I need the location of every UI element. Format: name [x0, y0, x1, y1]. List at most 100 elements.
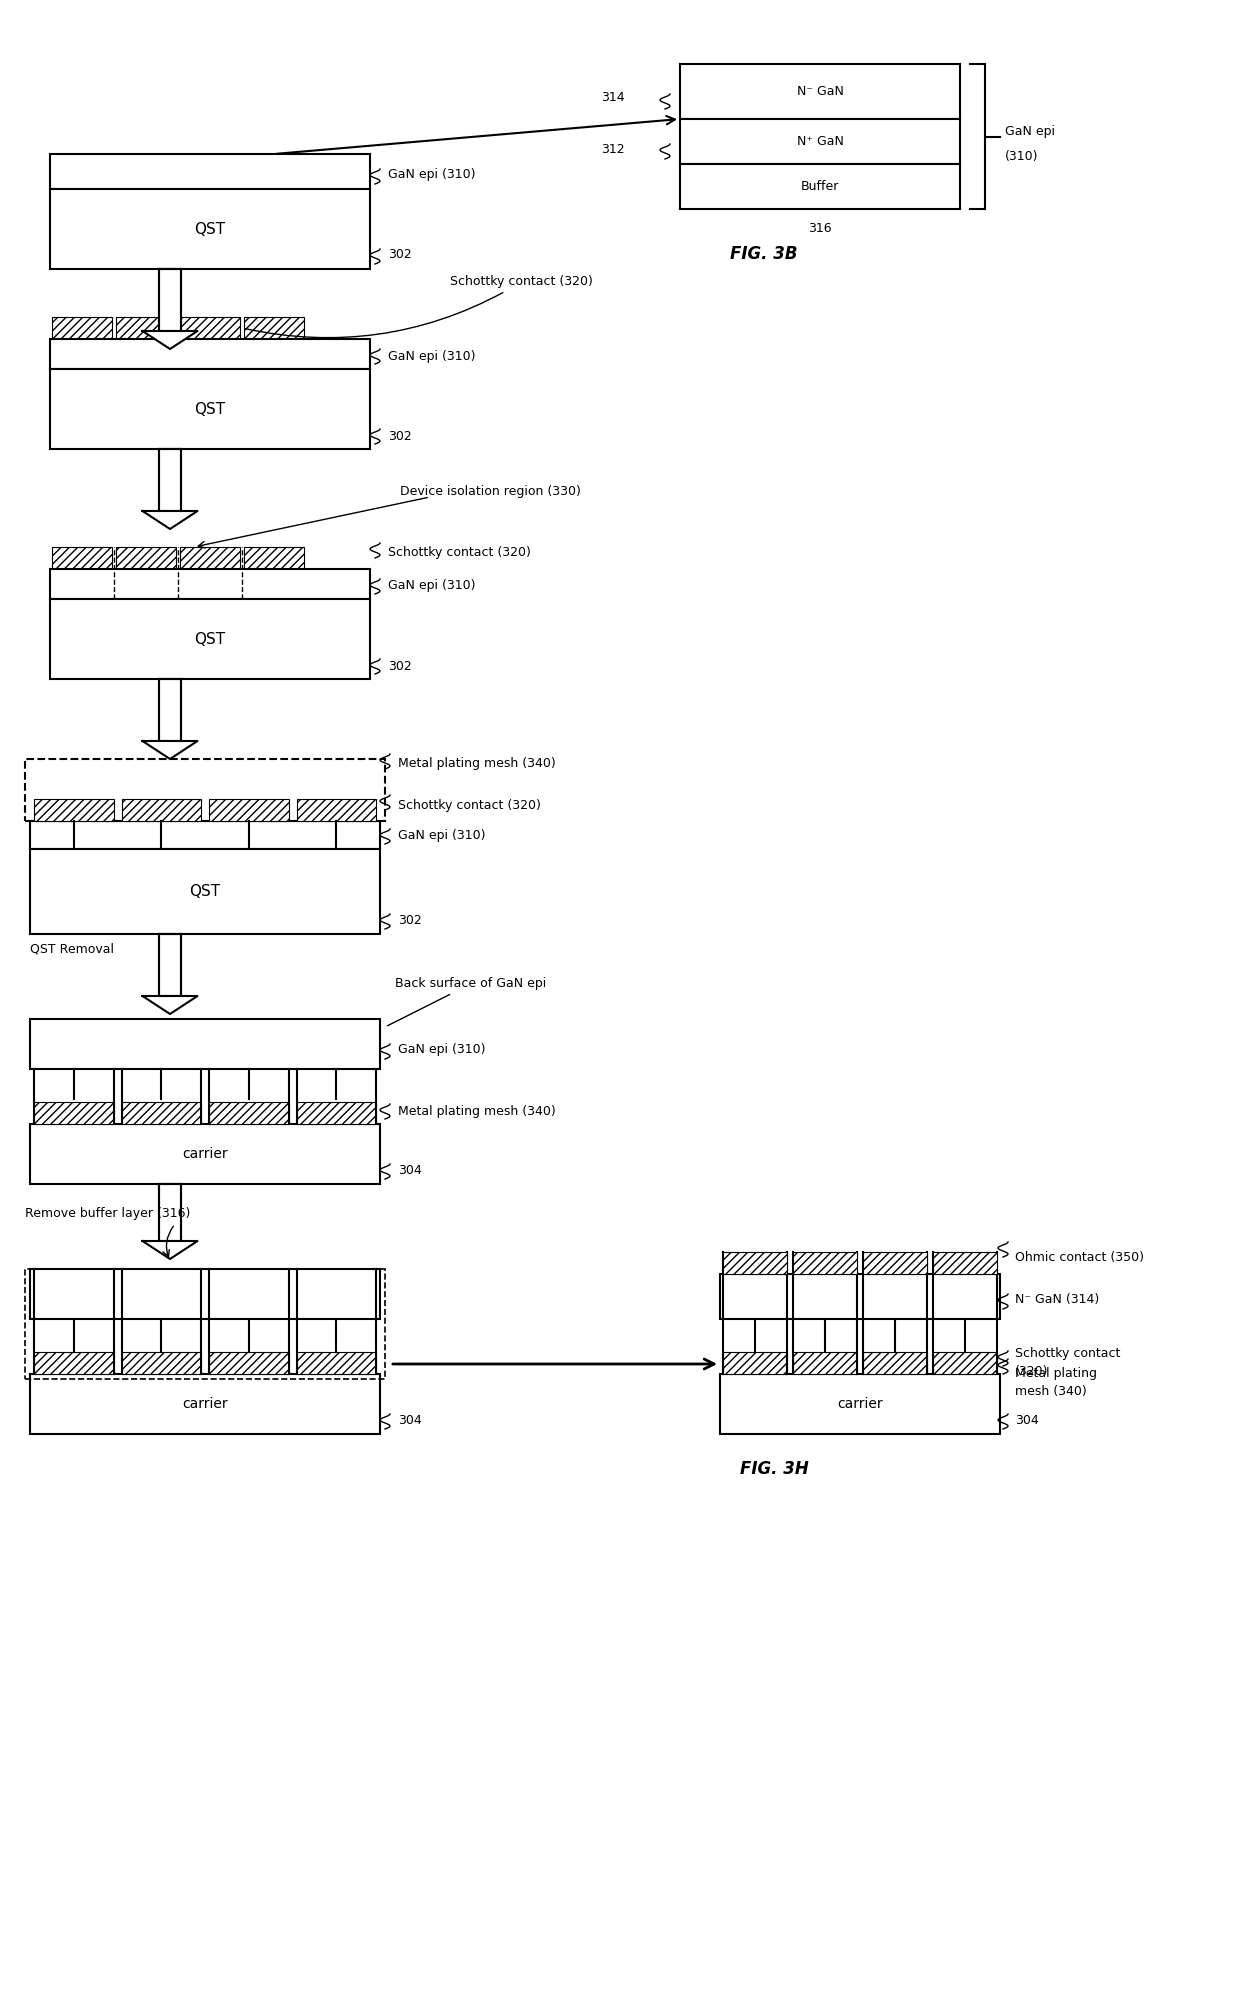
Text: GaN epi (310): GaN epi (310)	[388, 350, 475, 362]
Text: QST: QST	[190, 883, 221, 899]
Bar	[52, 547, 112, 569]
Bar	[33, 1102, 114, 1124]
Bar	[50, 338, 370, 370]
Bar	[122, 800, 201, 821]
Bar	[210, 800, 289, 821]
Bar	[159, 1183, 181, 1241]
Bar	[159, 935, 181, 996]
Bar	[210, 1353, 289, 1374]
Bar	[680, 163, 960, 209]
Text: 302: 302	[398, 915, 422, 927]
Text: Schottky contact (320): Schottky contact (320)	[398, 798, 541, 812]
Text: 312: 312	[601, 143, 625, 155]
Bar	[159, 678, 181, 742]
Text: Metal plating: Metal plating	[1016, 1368, 1097, 1380]
Bar	[30, 849, 379, 935]
Text: 304: 304	[398, 1164, 422, 1177]
Text: Ohmic contact (350): Ohmic contact (350)	[1016, 1251, 1145, 1263]
Bar	[30, 1124, 379, 1183]
Text: Metal plating mesh (340): Metal plating mesh (340)	[398, 1104, 556, 1118]
Polygon shape	[143, 330, 197, 348]
Bar	[180, 316, 241, 338]
Bar	[680, 64, 960, 119]
Bar	[50, 599, 370, 678]
Bar	[33, 1353, 114, 1374]
Text: Schottky contact (320): Schottky contact (320)	[388, 547, 531, 559]
Polygon shape	[143, 1241, 197, 1259]
Bar	[50, 370, 370, 450]
Bar	[117, 547, 176, 569]
Bar	[720, 1275, 999, 1319]
Text: Buffer: Buffer	[801, 179, 839, 193]
Text: Remove buffer layer (316): Remove buffer layer (316)	[25, 1207, 191, 1221]
Bar	[680, 119, 960, 163]
Text: QST Removal: QST Removal	[30, 943, 114, 955]
Bar	[932, 1251, 997, 1275]
Bar	[296, 800, 376, 821]
Bar	[30, 1269, 379, 1319]
Text: GaN epi (310): GaN epi (310)	[388, 167, 475, 181]
Text: GaN epi (310): GaN epi (310)	[388, 579, 475, 593]
Text: QST: QST	[195, 402, 226, 416]
Bar	[50, 569, 370, 599]
Bar	[244, 316, 304, 338]
Bar	[296, 1353, 376, 1374]
Bar	[117, 316, 176, 338]
Text: 304: 304	[398, 1414, 422, 1428]
Polygon shape	[143, 742, 197, 760]
Text: N⁻ GaN: N⁻ GaN	[796, 86, 843, 97]
Bar	[794, 1353, 857, 1374]
Bar	[296, 1102, 376, 1124]
Bar	[159, 450, 181, 511]
Text: FIG. 3H: FIG. 3H	[740, 1460, 808, 1478]
Text: 316: 316	[808, 223, 832, 235]
Text: carrier: carrier	[182, 1148, 228, 1162]
Bar	[50, 189, 370, 269]
Text: GaN epi (310): GaN epi (310)	[398, 829, 486, 843]
Bar	[122, 1353, 201, 1374]
Bar	[30, 821, 379, 849]
Text: mesh (340): mesh (340)	[1016, 1386, 1086, 1398]
Text: FIG. 3B: FIG. 3B	[730, 245, 797, 263]
Bar	[122, 1102, 201, 1124]
Text: 302: 302	[388, 430, 412, 442]
Bar	[794, 1251, 857, 1275]
Text: 314: 314	[601, 91, 625, 103]
Polygon shape	[143, 511, 197, 529]
Bar	[932, 1353, 997, 1374]
Bar	[720, 1374, 999, 1434]
Bar	[33, 800, 114, 821]
Bar	[210, 1102, 289, 1124]
Text: 302: 302	[388, 660, 412, 672]
Bar	[159, 269, 181, 330]
Bar	[244, 547, 304, 569]
Text: Schottky contact (320): Schottky contact (320)	[244, 276, 593, 338]
Text: carrier: carrier	[837, 1396, 883, 1410]
Bar	[50, 153, 370, 189]
Text: 304: 304	[1016, 1414, 1039, 1428]
Text: (320): (320)	[1016, 1364, 1049, 1378]
Text: QST: QST	[195, 631, 226, 646]
Text: Schottky contact: Schottky contact	[1016, 1347, 1121, 1360]
Text: 302: 302	[388, 247, 412, 261]
Bar	[180, 547, 241, 569]
Text: (310): (310)	[1004, 149, 1039, 163]
Bar	[52, 316, 112, 338]
Text: carrier: carrier	[182, 1396, 228, 1410]
Bar	[723, 1251, 787, 1275]
Bar	[25, 1269, 384, 1378]
Text: N⁺ GaN: N⁺ GaN	[796, 135, 843, 147]
Text: N⁻ GaN (314): N⁻ GaN (314)	[1016, 1293, 1099, 1305]
Bar	[863, 1353, 928, 1374]
Bar	[863, 1251, 928, 1275]
Bar	[30, 1018, 379, 1068]
Text: Metal plating mesh (340): Metal plating mesh (340)	[398, 758, 556, 770]
Bar	[25, 760, 384, 821]
Text: Device isolation region (330): Device isolation region (330)	[401, 485, 580, 499]
Bar	[30, 1374, 379, 1434]
Bar	[723, 1353, 787, 1374]
Text: GaN epi (310): GaN epi (310)	[398, 1042, 486, 1056]
Text: GaN epi: GaN epi	[1004, 125, 1055, 137]
Text: QST: QST	[195, 221, 226, 237]
Text: Back surface of GaN epi: Back surface of GaN epi	[387, 977, 547, 1026]
